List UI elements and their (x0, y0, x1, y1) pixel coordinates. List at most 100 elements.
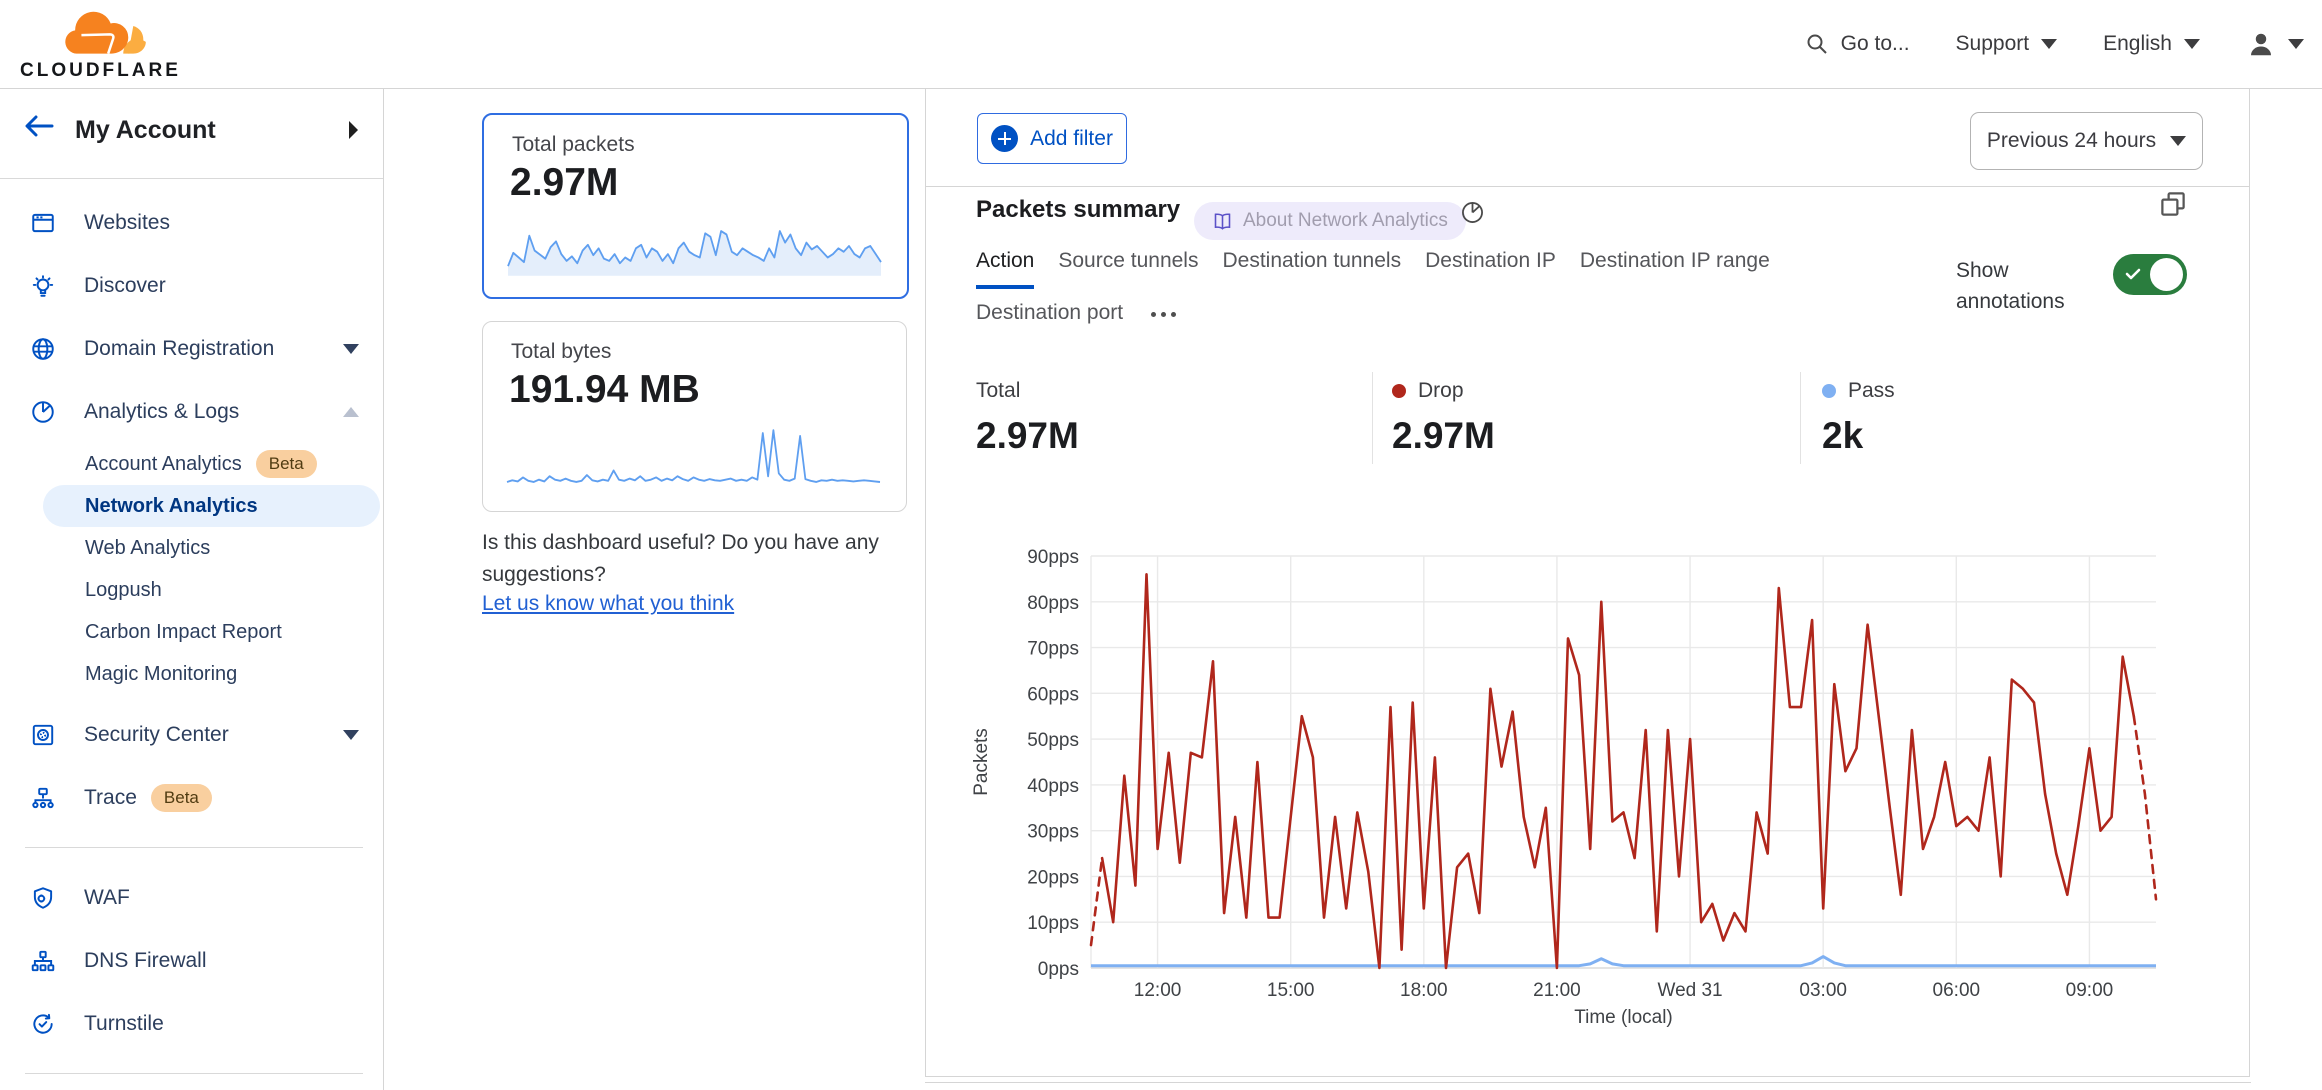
rotate-check-icon (33, 1013, 53, 1034)
sidebar: My Account Websites Discover (0, 89, 384, 1090)
more-tabs-icon[interactable] (1151, 311, 1177, 317)
sidebar-header: My Account (0, 89, 383, 179)
sidebar-item-logpush[interactable]: Logpush (0, 569, 383, 611)
tab-action[interactable]: Action (976, 249, 1035, 289)
chevron-down-icon (2170, 136, 2187, 146)
show-annotations-toggle[interactable] (2113, 254, 2187, 295)
svg-text:80pps: 80pps (1027, 593, 1079, 614)
brand-text: CLOUDFLARE (20, 60, 181, 81)
filter-bar: Add filter Previous 24 hours (926, 89, 2249, 187)
feedback-link[interactable]: Let us know what you think (482, 592, 735, 615)
stat-divider (1800, 372, 1801, 464)
sidebar-item-label: Carbon Impact Report (85, 620, 282, 643)
toggle-knob (2150, 258, 2183, 291)
sidebar-item-dns-firewall[interactable]: DNS Firewall (0, 929, 383, 992)
sidebar-item-security-center[interactable]: Security Center (0, 703, 383, 766)
sidebar-item-label: Trace (84, 785, 137, 809)
book-icon (1214, 212, 1231, 230)
beta-badge: Beta (255, 450, 317, 478)
drop-series-dashed-end (2132, 714, 2158, 901)
pie-chart-glyph-icon[interactable] (1459, 199, 1486, 231)
sidebar-item-domain-registration[interactable]: Domain Registration (0, 317, 383, 380)
cloudflare-cloud-icon (65, 11, 146, 54)
packets-summary-chart: 0pps 10pps 20pps 30pps 40pps 50pps 60pps 70pps 8… (971, 547, 2158, 1028)
pass-legend-dot (1822, 384, 1836, 398)
language-menu[interactable]: English (2103, 32, 2200, 56)
sidebar-divider (25, 847, 363, 848)
back-arrow-icon[interactable] (22, 111, 56, 146)
sidebar-item-trace[interactable]: Trace Beta (0, 766, 383, 829)
cloudflare-logo[interactable]: CLOUDFLARE (18, 8, 188, 81)
tab-destination-ip[interactable]: Destination IP (1425, 249, 1556, 272)
pie-chart-icon (32, 400, 54, 423)
sidebar-item-label: Network Analytics (85, 494, 258, 517)
tab-destination-tunnels[interactable]: Destination tunnels (1222, 249, 1402, 272)
sidebar-item-magic-monitoring[interactable]: Magic Monitoring (0, 653, 383, 695)
svg-text:21:00: 21:00 (1533, 980, 1581, 1001)
svg-text:15:00: 15:00 (1267, 980, 1315, 1001)
sidebar-item-label: Analytics & Logs (84, 399, 240, 423)
chevron-down-icon (343, 729, 359, 740)
svg-text:09:00: 09:00 (2066, 980, 2114, 1001)
total-bytes-card[interactable]: Total bytes 191.94 MB (482, 321, 907, 512)
stat-total: Total 2.97M (976, 379, 1079, 457)
collapse-sidebar-icon[interactable] (345, 119, 361, 146)
show-annotations-label: Show annotations (1956, 259, 2065, 313)
shield-gear-icon (33, 886, 53, 909)
stat-value: 2k (1822, 415, 1864, 456)
sidebar-item-label: DNS Firewall (84, 948, 207, 972)
plus-icon (991, 125, 1019, 152)
user-icon (2251, 33, 2271, 56)
expand-panel-icon[interactable] (2158, 189, 2188, 224)
about-network-analytics-badge[interactable]: About Network Analytics (1194, 202, 1466, 240)
sidebar-menu: Websites Discover Domain Registration (0, 178, 383, 1090)
time-range-dropdown[interactable]: Previous 24 hours (1970, 112, 2203, 170)
tab-destination-ip-range[interactable]: Destination IP range (1579, 249, 1770, 272)
tab-source-tunnels[interactable]: Source tunnels (1058, 249, 1199, 272)
sidebar-item-turnstile[interactable]: Turnstile (0, 992, 383, 1055)
sidebar-item-label: Discover (84, 273, 166, 297)
svg-text:Wed 31: Wed 31 (1657, 980, 1722, 1001)
card-title: Total packets (512, 133, 635, 156)
stat-pass: Pass 2k (1822, 379, 1895, 457)
sidebar-item-label: Magic Monitoring (85, 662, 238, 685)
sidebar-item-label: Logpush (85, 578, 162, 601)
drop-series-line (1100, 572, 2136, 970)
sidebar-item-label: Turnstile (84, 1011, 164, 1035)
sidebar-item-websites[interactable]: Websites (0, 191, 383, 254)
bytes-sparkline (506, 429, 881, 483)
browser-window-icon (32, 213, 54, 232)
goto-search[interactable]: Go to... (1805, 32, 1910, 56)
svg-text:90pps: 90pps (1027, 547, 1079, 568)
main-panel: Add filter Previous 24 hours Packets sum… (925, 89, 2250, 1077)
chevron-down-icon (343, 343, 359, 354)
top-nav: CLOUDFLARE Go to... Support English (0, 0, 2322, 89)
add-filter-button[interactable]: Add filter (977, 113, 1127, 164)
card-title: Total bytes (511, 340, 612, 363)
hierarchy-icon (31, 950, 55, 971)
svg-text:70pps: 70pps (1027, 639, 1079, 660)
pass-series-line (1091, 955, 2156, 968)
sidebar-item-carbon-impact-report[interactable]: Carbon Impact Report (0, 611, 383, 653)
support-menu[interactable]: Support (1956, 32, 2058, 56)
account-title: My Account (75, 116, 216, 144)
sidebar-item-network-analytics[interactable]: Network Analytics (43, 485, 380, 527)
stat-divider (1372, 372, 1373, 464)
sidebar-item-analytics-logs[interactable]: Analytics & Logs (0, 380, 383, 443)
stat-label: Drop (1418, 379, 1464, 402)
svg-text:50pps: 50pps (1027, 730, 1079, 751)
sidebar-item-label: Web Analytics (85, 536, 211, 559)
svg-text:12:00: 12:00 (1134, 980, 1182, 1001)
sidebar-item-web-analytics[interactable]: Web Analytics (0, 527, 383, 569)
sidebar-divider (25, 1073, 363, 1074)
sidebar-item-waf[interactable]: WAF (0, 866, 383, 929)
svg-text:60pps: 60pps (1027, 684, 1079, 705)
account-menu[interactable] (2246, 29, 2304, 59)
check-icon (2125, 268, 2141, 280)
stat-value: 2.97M (976, 415, 1079, 456)
total-packets-card[interactable]: Total packets 2.97M (482, 113, 909, 299)
sidebar-item-account-analytics[interactable]: Account Analytics Beta (0, 443, 383, 485)
sidebar-item-discover[interactable]: Discover (0, 254, 383, 317)
tab-destination-port[interactable]: Destination port (976, 301, 1124, 324)
language-label: English (2103, 32, 2172, 55)
